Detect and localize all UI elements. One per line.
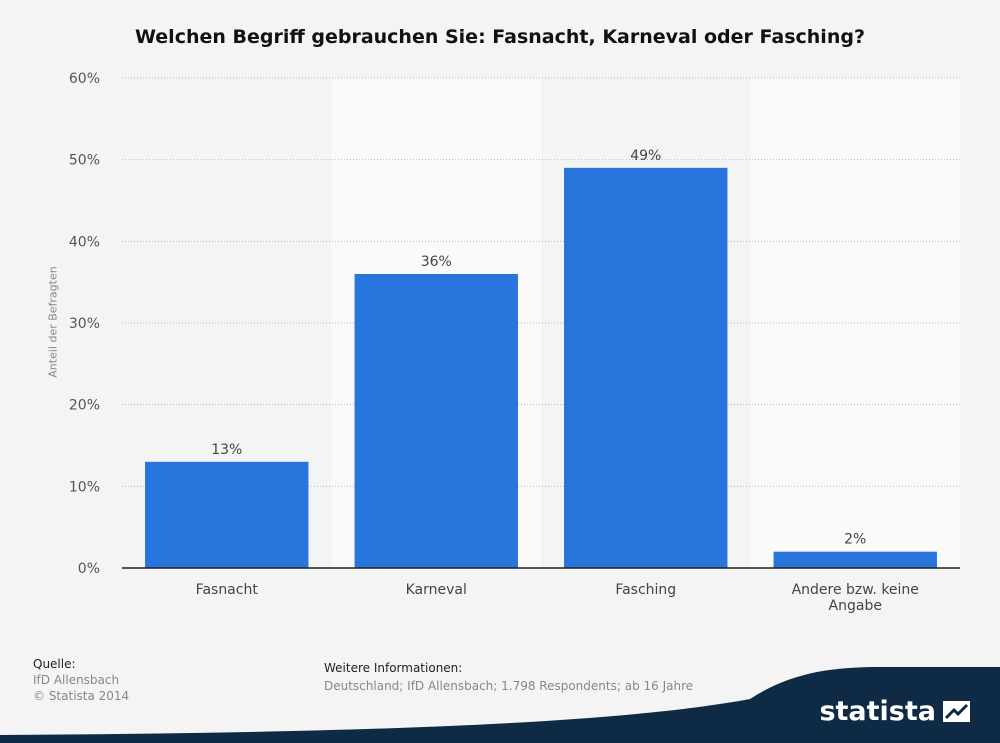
y-tick-label: 10%: [69, 479, 100, 495]
statista-logo-icon: [943, 701, 970, 722]
data-label: 36%: [421, 254, 452, 270]
source-line-2: © Statista 2014: [33, 689, 130, 703]
statista-logo-text[interactable]: statista: [819, 696, 936, 727]
bar: [773, 551, 937, 568]
info-text: Deutschland; IfD Allensbach; 1.798 Respo…: [324, 679, 694, 693]
brand-band: [0, 667, 1000, 743]
category-band: [750, 78, 960, 568]
y-tick-label: 20%: [69, 398, 100, 414]
y-tick-label: 50%: [69, 153, 100, 169]
source-line-1: IfD Allensbach: [33, 673, 120, 687]
y-axis-label: Anteil der Befragten: [46, 266, 60, 378]
x-tick-label: Fasnacht: [196, 582, 259, 598]
y-tick-label: 40%: [69, 234, 100, 250]
bar: [354, 274, 518, 568]
bar: [564, 167, 728, 569]
y-tick-label: 30%: [69, 316, 100, 332]
info-heading: Weitere Informationen:: [324, 661, 463, 675]
chart-title: Welchen Begriff gebrauchen Sie: Fasnacht…: [135, 26, 865, 48]
x-tick-label: Fasching: [615, 582, 676, 598]
source-heading: Quelle:: [33, 657, 76, 671]
data-label: 49%: [630, 148, 661, 164]
data-label: 2%: [844, 532, 866, 548]
bar-chart: 0% 10% 20% 30% 40% 50% 60% 13% Fasnacht 36% Karnev…: [69, 71, 960, 614]
data-label: 13%: [211, 442, 242, 458]
y-tick-label: 60%: [69, 71, 100, 87]
brand-band-shape: [0, 667, 1000, 743]
x-tick-label: Andere bzw. keine: [792, 582, 919, 598]
x-tick-label: Angabe: [829, 598, 882, 614]
y-tick-label: 0%: [78, 561, 100, 577]
info-block: Weitere Informationen: Deutschland; IfD …: [324, 659, 693, 695]
source-block: Quelle: IfD Allensbach © Statista 2014: [33, 656, 129, 704]
bar: [145, 461, 309, 568]
x-tick-label: Karneval: [406, 582, 467, 598]
